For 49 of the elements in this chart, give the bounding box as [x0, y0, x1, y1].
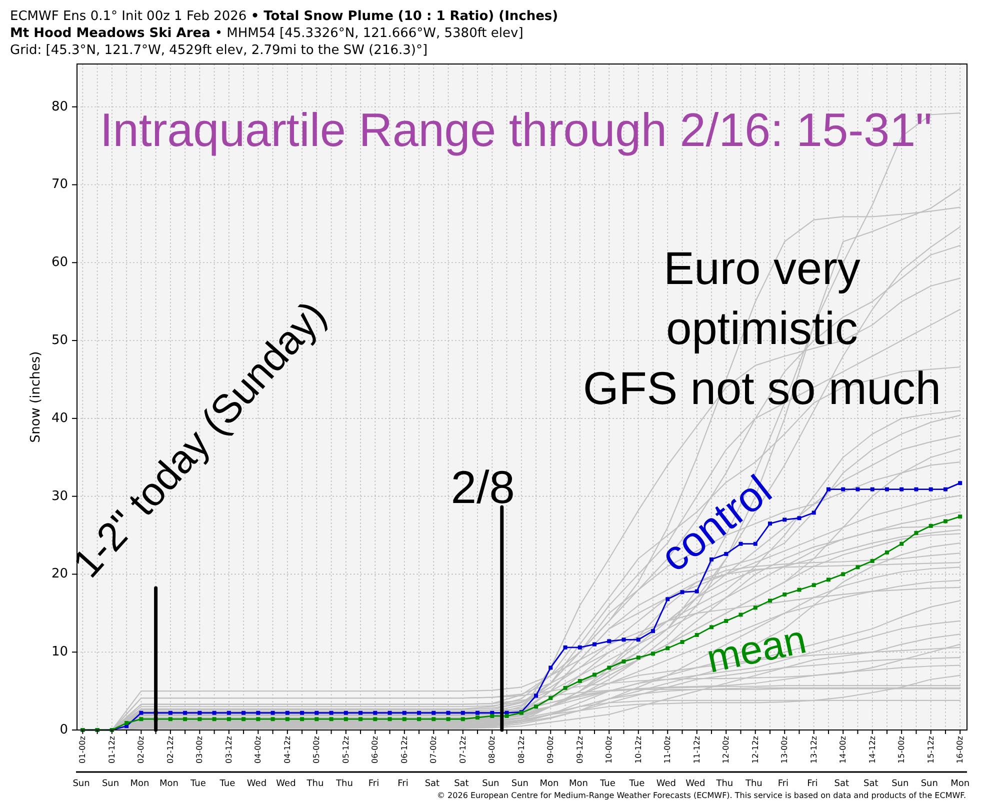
x-tick-label: 05-00z [312, 736, 322, 764]
text: Sun Sun Mon Mon Tue Tue Wed Wed Thu Thu Fri Fri Sat Sat Sun Sun Mon Mon Tue Tue Wed Wed Thu Thu Fri Fri Sat Sat Sun Sun Mon [72, 779, 970, 789]
text: © 2026 European Centre for Medium-Range Weather Forecasts (ECMWF). This service is based on data and products of the ECMWF. [437, 791, 966, 800]
x-tick-label: 03-12z [224, 736, 234, 764]
x-tick-label: 13-00z [780, 736, 790, 764]
x-tick-label: 04-12z [282, 736, 292, 764]
x-tick-label: 10-00z [604, 736, 614, 764]
x-tick-label: 15-12z [926, 736, 936, 764]
x-tick-label: 08-12z [516, 736, 526, 764]
annotation: Intraquartile Range through 2/16: 15-31" [100, 103, 940, 156]
x-tick-label: 02-12z [166, 736, 175, 764]
text: mean [702, 618, 810, 682]
x-tick-label: 07-00z [429, 736, 438, 764]
x-tick-label: 01-12z [107, 736, 116, 764]
x-tick-label: 12-00z [722, 736, 731, 764]
x-tick-label: 07-12z [458, 736, 468, 764]
x-tick-label: 04-00z [254, 736, 263, 764]
x-tick-label: 06-12z [400, 736, 409, 764]
x-tick-label: 14-12z [868, 736, 877, 764]
x-tick-label: 13-12z [809, 736, 818, 764]
y-tick-label: 50 [51, 333, 68, 348]
x-tick-label: 11-12z [692, 736, 702, 764]
y-tick-label: 30 [51, 488, 68, 504]
y-tick-label: 40 [51, 410, 68, 426]
ref-line-label: 2/8 [450, 461, 515, 513]
x-tick-label: 01-00z [78, 736, 88, 764]
y-tick-label: 10 [51, 644, 68, 660]
y-tick-label: 80 [51, 99, 68, 114]
x-tick-label: 03-00z [195, 736, 204, 764]
x-tick-label: 05-12z [341, 736, 350, 764]
x-tick-label: 15-00z [897, 736, 906, 764]
x-tick-label: 09-12z [575, 736, 584, 764]
y-tick-label: 20 [51, 566, 68, 582]
y-tick-label: 0 [60, 722, 68, 738]
chart-title: ECMWF Ens 0.1° Init 00z 1 Feb 2026 • Total Snow Plume (10 : 1 Ratio) (Inches) [10, 9, 558, 24]
x-tick-label: 16-00z [956, 736, 965, 764]
x-tick-label: 11-00z [663, 736, 672, 764]
chart-subtitle: Mt Hood Meadows Ski Area • MHM54 [45.3326°N, 121.666°W, 5380ft elev] Grid: [45.3°N, 121.7°W, 4529ft elev, 2.79mi to the SW (216.3)°] [10, 26, 524, 58]
x-tick-label: 09-00z [546, 736, 556, 764]
x-tick-label: 12-12z [750, 736, 760, 764]
x-tick-label: 06-00z [370, 736, 380, 764]
x-tick-label: 10-12z [634, 736, 643, 764]
y-tick-label: 60 [51, 255, 68, 270]
y-tick-label: 70 [51, 177, 68, 192]
x-tick-label: 08-00z [488, 736, 497, 764]
annotation: Euro very optimistic GFS not so much [583, 242, 941, 414]
x-tick-label: 14-00z [838, 736, 848, 764]
y-axis-title: Snow (inches) [28, 351, 44, 443]
x-tick-label: 02-00z [136, 736, 146, 764]
